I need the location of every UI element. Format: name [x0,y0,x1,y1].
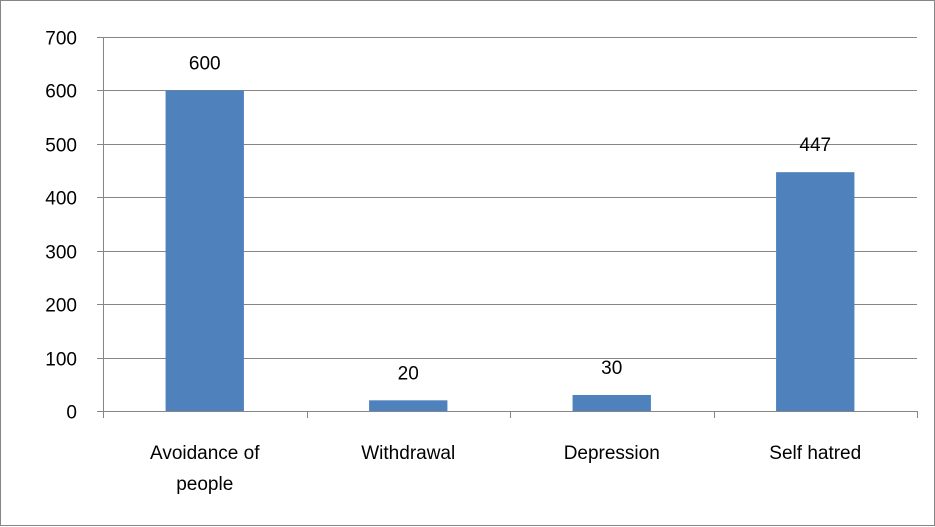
category-label-3-line-0: Self hatred [769,443,861,464]
bars [165,90,855,411]
axes [97,37,918,418]
category-label-1-line-0: Withdrawal [361,443,455,464]
data-label-0: 600 [189,53,221,74]
y-tick-label-700: 700 [45,29,77,50]
data-label-2: 30 [601,358,622,379]
y-tick-label-600: 600 [45,82,77,103]
y-tick-label-0: 0 [66,403,77,424]
category-label-0-line-0: Avoidance of [150,443,260,464]
bar-3 [776,172,855,411]
bar-0 [165,90,244,411]
data-label-3: 447 [799,135,831,156]
category-label-3: Self hatred [769,443,861,464]
category-label-2-line-0: Depression [564,443,660,464]
category-label-0: Avoidance of people [150,443,260,495]
y-tick-label-300: 300 [45,243,77,264]
y-tick-label-400: 400 [45,189,77,210]
labels: 0 100 200 300 400 500 600 700 600 Avoidance of peo… [45,29,861,496]
y-tick-label-100: 100 [45,350,77,371]
bar-2 [572,394,651,411]
y-tick-label-200: 200 [45,296,77,317]
category-label-0-line-1: people [176,474,233,495]
data-label-1: 20 [398,363,419,384]
bar-1 [369,400,448,411]
y-tick-label-500: 500 [45,136,77,157]
category-label-1: Withdrawal [361,443,455,464]
category-label-2: Depression [564,443,660,464]
